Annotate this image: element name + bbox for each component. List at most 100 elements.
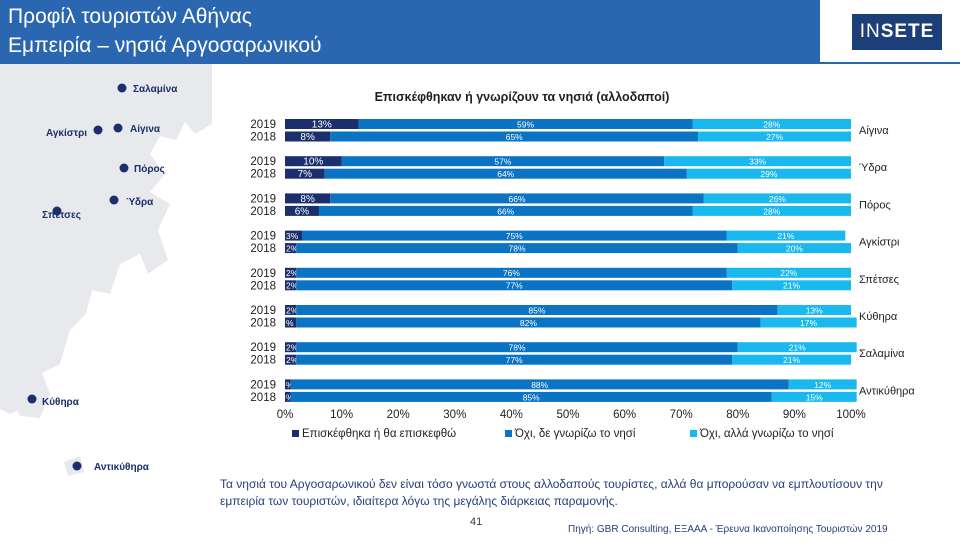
data-label: 28% xyxy=(763,206,780,216)
year-label: 2019 xyxy=(250,193,276,205)
legend-label: Όχι, αλλά γνωρίζω το νησί xyxy=(699,428,834,440)
data-label: 13% xyxy=(806,305,823,315)
bar-segment xyxy=(732,354,851,365)
x-tick-label: 100% xyxy=(836,409,865,421)
bar-segment xyxy=(692,119,851,129)
logo-sete: SETE xyxy=(880,21,935,42)
x-tick-label: 90% xyxy=(783,409,806,421)
bar-segment xyxy=(285,131,331,142)
source-note: Πηγή: GBR Consulting, ΕΞΑΑΑ - Έρευνα Ικα… xyxy=(568,524,888,535)
map-label-antikythira: Αντικύθηρα xyxy=(94,462,150,473)
map-label-kythira: Κύθηρα xyxy=(42,397,80,408)
bar-segment xyxy=(296,243,738,254)
data-label: 2% xyxy=(286,281,299,291)
map-dot-salamina xyxy=(117,83,127,93)
x-tick-label: 80% xyxy=(726,409,749,421)
category-label: Αίγινα xyxy=(859,125,889,137)
insete-logo: INSETE xyxy=(852,14,942,50)
page-title: Προφίλ τουριστών Αθήνας xyxy=(8,5,252,28)
data-label: 22% xyxy=(780,268,797,278)
data-label: 66% xyxy=(497,206,514,216)
data-label: 7% xyxy=(298,169,313,180)
map-label-poros: Πόρος xyxy=(134,164,165,175)
data-label: 6% xyxy=(295,206,310,217)
legend-swatch xyxy=(505,430,512,437)
data-label: 78% xyxy=(509,343,526,353)
data-label: 2% xyxy=(286,305,299,315)
map-label-ydra: Ύδρα xyxy=(126,197,154,208)
year-label: 2018 xyxy=(250,169,276,181)
category-label: Πόρος xyxy=(859,199,891,211)
bar-segment xyxy=(771,391,857,402)
data-label: % xyxy=(286,392,294,402)
data-label: 75% xyxy=(506,231,523,241)
year-label: 2018 xyxy=(250,392,276,404)
bar-segment xyxy=(285,168,325,179)
data-label: 66% xyxy=(509,194,526,204)
year-label: 2018 xyxy=(250,243,276,255)
map-dot-antikythira xyxy=(72,461,82,471)
map-dot-spetses xyxy=(52,206,62,216)
data-label: 76% xyxy=(503,268,520,278)
caption-text: Τα νησιά του Αργοσαρωνικού δεν είναι τόσ… xyxy=(220,477,883,508)
category-label: Αγκίστρι xyxy=(859,237,900,249)
data-label: 2% xyxy=(286,244,299,254)
category-label: Σπέτσες xyxy=(859,274,899,286)
bar-segment xyxy=(788,379,857,390)
bar-segment xyxy=(285,342,297,353)
legend-swatch xyxy=(292,430,299,437)
legend-swatch xyxy=(690,430,697,437)
bar-segment xyxy=(285,230,302,241)
bar-segment xyxy=(285,379,291,390)
year-label: 2019 xyxy=(250,342,276,354)
bar-segment xyxy=(285,267,297,278)
data-label: 2% xyxy=(286,355,299,365)
islands-map: Σαλαμίνα Αίγινα Αγκίστρι Πόρος Ύδρα Σπέτ… xyxy=(0,64,212,476)
category-label: Ύδρα xyxy=(859,162,888,174)
page-subtitle: Εμπειρία – νησιά Αργοσαρωνικού xyxy=(8,34,322,57)
year-label: 2018 xyxy=(250,318,276,330)
bar-segment xyxy=(290,391,772,402)
year-label: 2019 xyxy=(250,119,276,131)
bar-segment xyxy=(324,168,687,179)
bar-segment xyxy=(686,168,851,179)
bar-segment xyxy=(285,354,297,365)
data-label: % xyxy=(286,380,294,390)
data-label: 33% xyxy=(749,157,766,167)
year-label: 2018 xyxy=(250,280,276,292)
bar-segment xyxy=(318,205,693,216)
data-label: 28% xyxy=(763,119,780,129)
data-label: 8% xyxy=(300,132,315,143)
bar-segment xyxy=(692,205,851,216)
year-label: 2018 xyxy=(250,206,276,218)
category-label: Σαλαμίνα xyxy=(859,348,905,360)
bar-segment xyxy=(698,131,851,142)
data-label: 20% xyxy=(786,244,803,254)
category-label: Κύθηρα xyxy=(859,311,898,323)
map-label-spetses: Σπέτσες xyxy=(42,210,81,221)
data-label: 65% xyxy=(506,132,523,142)
logo-in: IN xyxy=(859,21,881,42)
data-label: 3% xyxy=(286,231,299,241)
bar-segment xyxy=(296,317,761,328)
bar-segment xyxy=(290,379,789,390)
year-label: 2018 xyxy=(250,355,276,367)
map-dot-aigina xyxy=(113,123,123,133)
bar-segment xyxy=(358,119,693,129)
bar-segment xyxy=(726,267,851,278)
bar-segment xyxy=(296,305,778,315)
bar-segment xyxy=(777,305,851,315)
data-label: 59% xyxy=(517,119,534,129)
year-label: 2019 xyxy=(250,156,276,168)
data-label: 88% xyxy=(531,380,548,390)
data-label: 21% xyxy=(777,231,794,241)
bar-segment xyxy=(296,280,733,291)
year-label: 2018 xyxy=(250,132,276,144)
data-label: 13% xyxy=(312,119,332,130)
data-label: 57% xyxy=(494,157,511,167)
bar-segment xyxy=(732,280,851,291)
data-label: 17% xyxy=(800,318,817,328)
map-dot-agkistri xyxy=(93,125,103,135)
data-label: % xyxy=(286,318,294,328)
bar-segment xyxy=(301,230,727,241)
